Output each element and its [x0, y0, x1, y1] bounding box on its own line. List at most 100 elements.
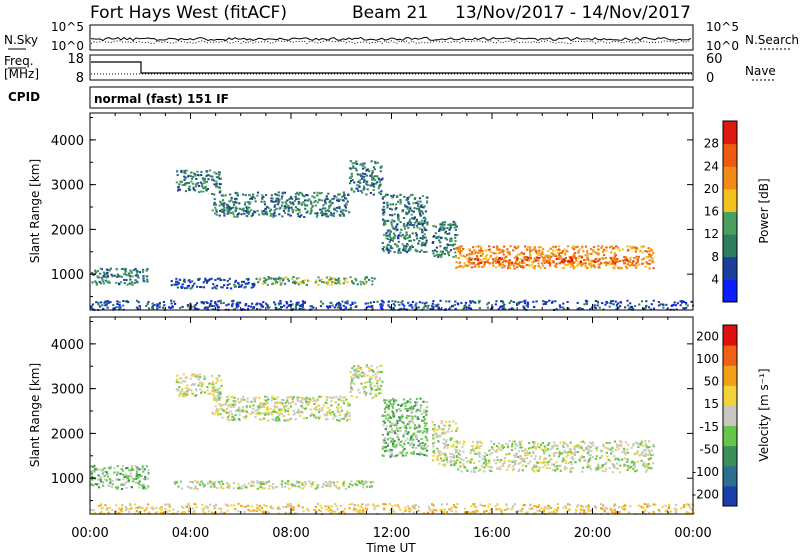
range-cell	[446, 227, 448, 229]
range-cell	[298, 396, 300, 398]
range-cell	[148, 307, 150, 309]
range-cell	[459, 461, 461, 463]
range-cell	[346, 419, 348, 421]
range-cell	[396, 195, 398, 197]
range-cell	[176, 379, 178, 381]
range-cell	[239, 488, 241, 490]
range-cell	[651, 250, 653, 252]
range-cell	[279, 508, 281, 510]
range-cell	[360, 368, 362, 370]
range-cell	[310, 409, 312, 411]
range-cell	[333, 208, 335, 210]
range-cell	[397, 252, 399, 254]
range-cell	[365, 194, 367, 196]
range-cell	[435, 232, 437, 234]
range-cell	[390, 221, 392, 223]
range-cell	[272, 201, 274, 203]
range-cell	[204, 187, 206, 189]
range-cell	[583, 460, 585, 462]
range-cell	[326, 396, 328, 398]
range-cell	[443, 459, 445, 461]
range-cell	[524, 454, 526, 456]
range-cell	[595, 258, 597, 260]
range-cell	[304, 208, 306, 210]
range-cell	[502, 463, 504, 465]
range-cell	[104, 471, 106, 473]
range-cell	[246, 278, 248, 280]
range-cell	[426, 202, 428, 204]
range-cell	[494, 260, 496, 262]
range-cell	[342, 397, 344, 399]
range-cell	[219, 387, 221, 389]
colorbar-tick-label: 8	[711, 250, 719, 264]
range-cell	[414, 405, 416, 407]
range-cell	[222, 404, 224, 406]
range-cell	[576, 265, 578, 267]
range-cell	[290, 406, 292, 408]
range-cell	[174, 483, 176, 485]
range-cell	[455, 256, 457, 258]
range-cell	[482, 455, 484, 457]
range-cell	[209, 481, 211, 483]
range-cell	[552, 246, 554, 248]
range-cell	[564, 253, 566, 255]
range-cell	[596, 446, 598, 448]
range-cell	[271, 194, 273, 196]
range-cell	[606, 456, 608, 458]
range-cell	[203, 281, 205, 283]
range-cell	[485, 459, 487, 461]
range-cell	[592, 444, 594, 446]
range-cell	[261, 483, 263, 485]
range-cell	[492, 258, 494, 260]
range-cell	[318, 276, 320, 278]
range-cell	[213, 204, 215, 206]
range-cell	[503, 446, 505, 448]
range-cell	[215, 288, 217, 290]
range-cell	[263, 403, 265, 405]
range-cell	[111, 275, 113, 277]
range-cell	[599, 457, 601, 459]
range-cell	[135, 507, 137, 509]
range-cell	[250, 401, 252, 403]
range-cell	[343, 400, 345, 402]
range-cell	[505, 256, 507, 258]
range-cell	[259, 303, 261, 305]
range-cell	[445, 441, 447, 443]
range-cell	[112, 304, 114, 306]
range-cell	[142, 466, 144, 468]
range-cell	[553, 455, 555, 457]
range-cell	[323, 405, 325, 407]
range-cell	[626, 245, 628, 247]
range-cell	[318, 417, 320, 419]
range-cell	[450, 464, 452, 466]
range-cell	[393, 455, 395, 457]
range-cell	[220, 178, 222, 180]
range-cell	[483, 470, 485, 472]
range-cell	[531, 468, 533, 470]
range-cell	[339, 395, 341, 397]
range-cell	[426, 439, 428, 441]
range-cell	[209, 175, 211, 177]
range-cell	[614, 257, 616, 259]
range-cell	[98, 469, 100, 471]
range-cell	[365, 482, 367, 484]
range-cell	[436, 448, 438, 450]
range-cell	[267, 402, 269, 404]
range-cell	[577, 252, 579, 254]
range-cell	[327, 193, 329, 195]
range-cell	[272, 283, 274, 285]
range-cell	[131, 271, 133, 273]
range-cell	[293, 203, 295, 205]
range-cell	[454, 462, 456, 464]
range-cell	[611, 447, 613, 449]
range-cell	[541, 508, 543, 510]
range-cell	[308, 480, 310, 482]
range-cell	[368, 279, 370, 281]
range-cell	[284, 205, 286, 207]
colorbar-segment	[723, 121, 737, 144]
range-cell	[282, 278, 284, 280]
range-cell	[96, 284, 98, 286]
range-cell	[321, 192, 323, 194]
range-cell	[148, 472, 150, 474]
range-cell	[287, 480, 289, 482]
